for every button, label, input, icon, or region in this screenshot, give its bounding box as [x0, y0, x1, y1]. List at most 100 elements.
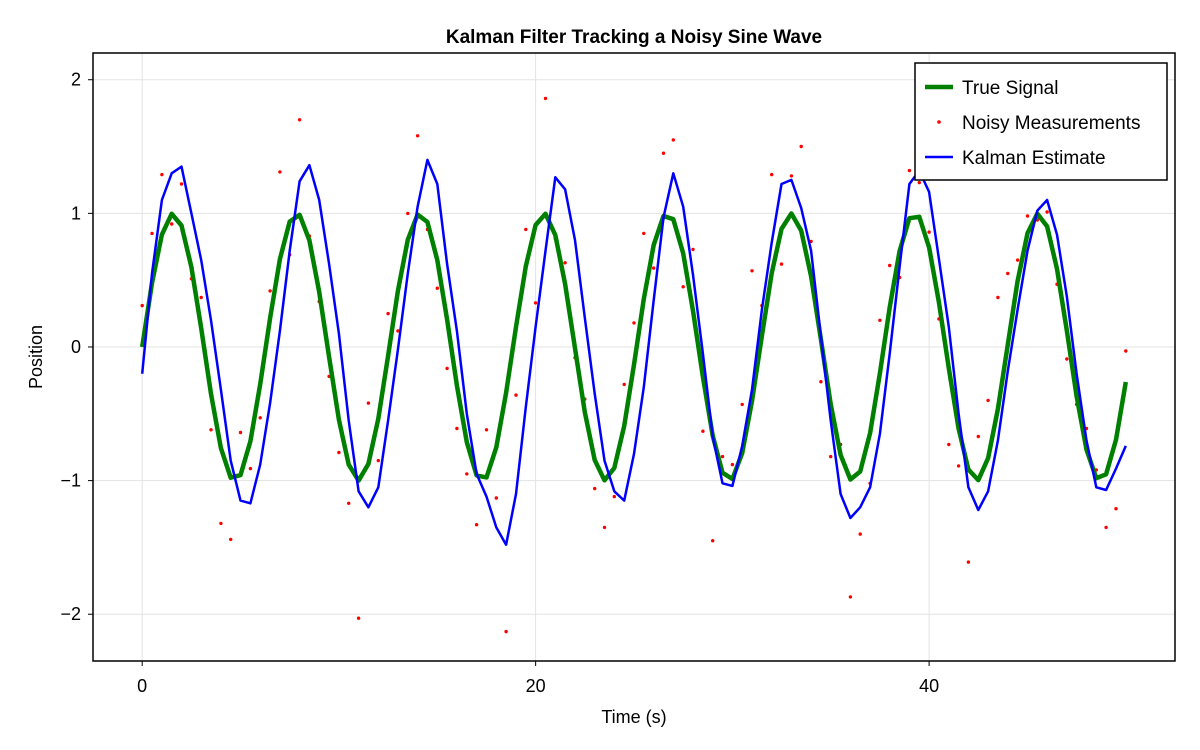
x-tick-label: 40 [919, 676, 939, 696]
noisy-measurement-point [366, 401, 371, 405]
noisy-measurement-point [622, 382, 626, 387]
noisy-measurement-point [701, 429, 705, 433]
noisy-measurement-point [976, 434, 980, 439]
noisy-measurement-point [268, 289, 272, 293]
noisy-measurement-point [543, 96, 548, 101]
noisy-measurement-point [996, 295, 1000, 300]
noisy-measurement-point [406, 211, 410, 216]
noisy-measurement-point [179, 182, 184, 186]
noisy-measurement-point [681, 285, 685, 289]
noisy-measurement-point [779, 262, 784, 266]
chart-title: Kalman Filter Tracking a Noisy Sine Wave [446, 27, 822, 48]
noisy-measurement-point [140, 303, 144, 308]
noisy-measurement-point [563, 261, 567, 265]
noisy-measurement-point [170, 222, 174, 226]
noisy-measurement-point [258, 416, 262, 420]
noisy-measurement-point [907, 168, 912, 173]
noisy-measurement-point [376, 458, 380, 463]
noisy-measurement-point [504, 629, 508, 634]
noisy-measurement-point [229, 537, 233, 542]
noisy-measurement-point [494, 496, 498, 500]
noisy-measurement-point [347, 501, 351, 505]
noisy-measurement-point [593, 486, 597, 491]
legend-label-kalman-estimate: Kalman Estimate [962, 148, 1106, 169]
x-axis-label: Time (s) [601, 707, 666, 727]
noisy-measurement-point [474, 523, 479, 527]
tick-layer: 0 20 40 −2 −1 0 1 2 [60, 70, 939, 696]
noisy-measurement-point [661, 151, 666, 155]
noisy-measurement-point [878, 318, 882, 322]
noisy-measurement-point [1104, 525, 1108, 530]
noisy-measurement-point [1065, 357, 1069, 361]
plot-frame [92, 52, 1176, 662]
noisy-measurement-point [199, 295, 203, 300]
y-axis-label: Position [26, 325, 46, 389]
noisy-measurement-point [671, 138, 675, 142]
kalman-estimate-line [140, 158, 1127, 546]
y-tick-label: 1 [71, 203, 81, 223]
noisy-measurement-point [524, 227, 528, 232]
noisy-measurement-point [652, 266, 656, 270]
noisy-measurement-point [1015, 258, 1020, 262]
noisy-measurement-point [632, 321, 636, 325]
legend-label-true-signal: True Signal [962, 78, 1058, 99]
noisy-measurement-point [209, 428, 213, 432]
noisy-measurement-point [691, 247, 695, 252]
noisy-measurement-point [337, 450, 341, 455]
noisy-measurement-point [829, 454, 833, 459]
noisy-measurement-point [711, 539, 715, 543]
noisy-measurement-point [927, 230, 931, 234]
noisy-measurement-point [750, 269, 754, 273]
y-tick-label: 2 [71, 70, 81, 90]
noisy-measurement-point [730, 462, 735, 467]
noisy-measurement-point [465, 472, 469, 476]
noisy-measurement-point [799, 144, 803, 149]
noisy-measurement-point [238, 430, 243, 435]
legend: True Signal Noisy Measurements Kalman Es… [914, 62, 1168, 181]
noisy-measurement-point [219, 521, 223, 526]
x-tick-label: 20 [526, 676, 546, 696]
noisy-measurement-point [484, 428, 489, 432]
noisy-measurement-point [770, 172, 774, 177]
noisy-measurement-point [356, 616, 361, 620]
series-layer [139, 96, 1129, 634]
noisy-measurement-point [297, 118, 302, 122]
noisy-measurement-point [1114, 507, 1118, 511]
noisy-measurement-point [533, 301, 538, 305]
y-tick-label: −1 [60, 471, 81, 491]
series-group [139, 96, 1129, 634]
noisy-measurement-point [514, 393, 518, 397]
noisy-measurement-point [789, 174, 794, 178]
noisy-measurement-point [642, 231, 646, 236]
noisy-measurement-point [435, 286, 439, 290]
noisy-measurement-point [956, 464, 961, 468]
noisy-measurement-point [602, 525, 607, 530]
noisy-measurement-point [740, 402, 744, 407]
noisy-measurement-point [819, 380, 823, 384]
noisy-measurement-point [160, 172, 164, 177]
noisy-measurement-point [1025, 214, 1030, 218]
noisy-measurement-point [848, 595, 853, 599]
noisy-measurement-point [858, 532, 862, 536]
legend-label-noisy-measurements: Noisy Measurements [962, 113, 1140, 134]
noisy-measurement-point [396, 329, 400, 333]
noisy-measurement-point [1045, 210, 1049, 214]
noisy-measurement-point [986, 398, 990, 403]
legend-box [914, 62, 1168, 181]
noisy-measurement-point [1006, 271, 1010, 276]
noisy-measurement-point [720, 454, 725, 459]
noisy-measurement-point [445, 366, 449, 371]
noisy-measurement-point [248, 466, 253, 471]
noisy-measurement-point [888, 263, 892, 268]
noisy-measurement-point [455, 426, 459, 431]
noisy-measurement-point [1124, 349, 1128, 353]
noisy-measurement-point [966, 560, 971, 564]
y-tick-label: −2 [60, 604, 81, 624]
noisy-measurement-point [278, 170, 282, 174]
y-tick-label: 0 [71, 337, 81, 357]
noisy-measurement-point [150, 231, 154, 236]
noisy-measurement-point [386, 311, 390, 316]
noisy-measurement-point [917, 180, 921, 185]
